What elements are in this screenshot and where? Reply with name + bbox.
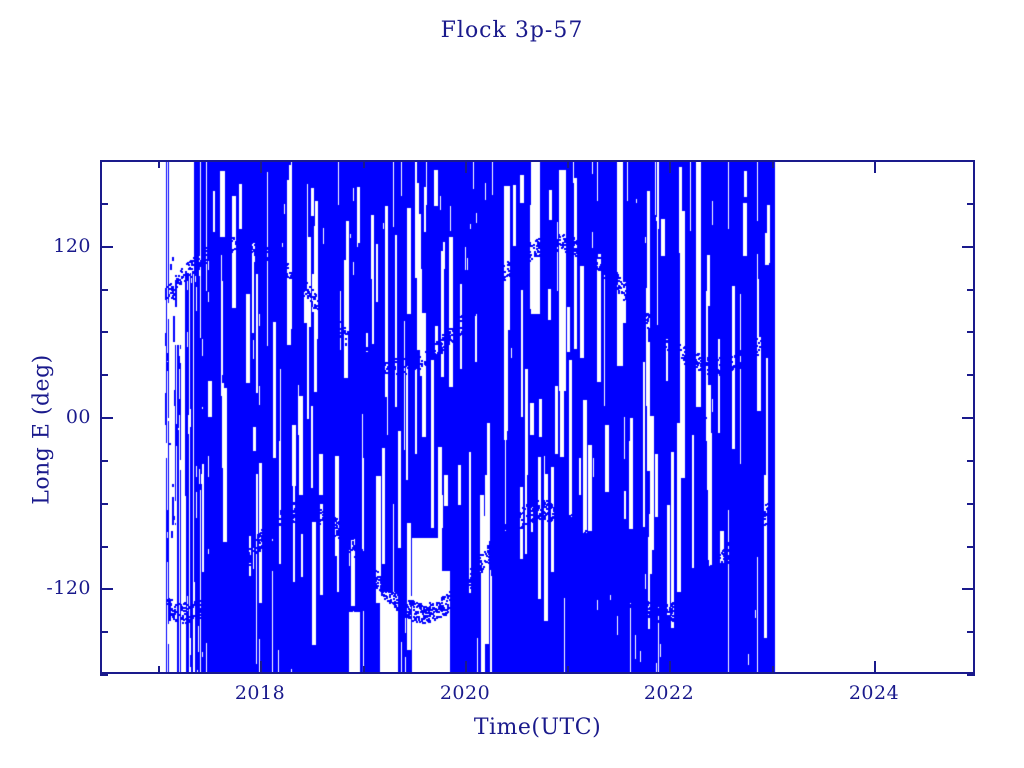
y-tick-label: -120 xyxy=(46,577,91,599)
y-axis-title: Long E (deg) xyxy=(29,354,55,505)
y-tick-label: 00 xyxy=(65,406,91,428)
scatter-plot-canvas xyxy=(100,160,975,674)
x-tick-label: 2024 xyxy=(848,682,900,704)
y-tick-right xyxy=(967,674,975,676)
x-tick-label: 2022 xyxy=(643,682,695,704)
x-tick-label: 2018 xyxy=(234,682,286,704)
y-tick-left xyxy=(100,674,108,676)
plot-axes-area: 2018 2020 2022 2024 120 00 -120 xyxy=(46,160,975,704)
y-tick-label: 120 xyxy=(53,235,91,257)
x-axis-title: Time(UTC) xyxy=(473,715,602,740)
page-title: Flock 3p-57 xyxy=(440,18,584,43)
x-tick-label: 2020 xyxy=(439,682,491,704)
